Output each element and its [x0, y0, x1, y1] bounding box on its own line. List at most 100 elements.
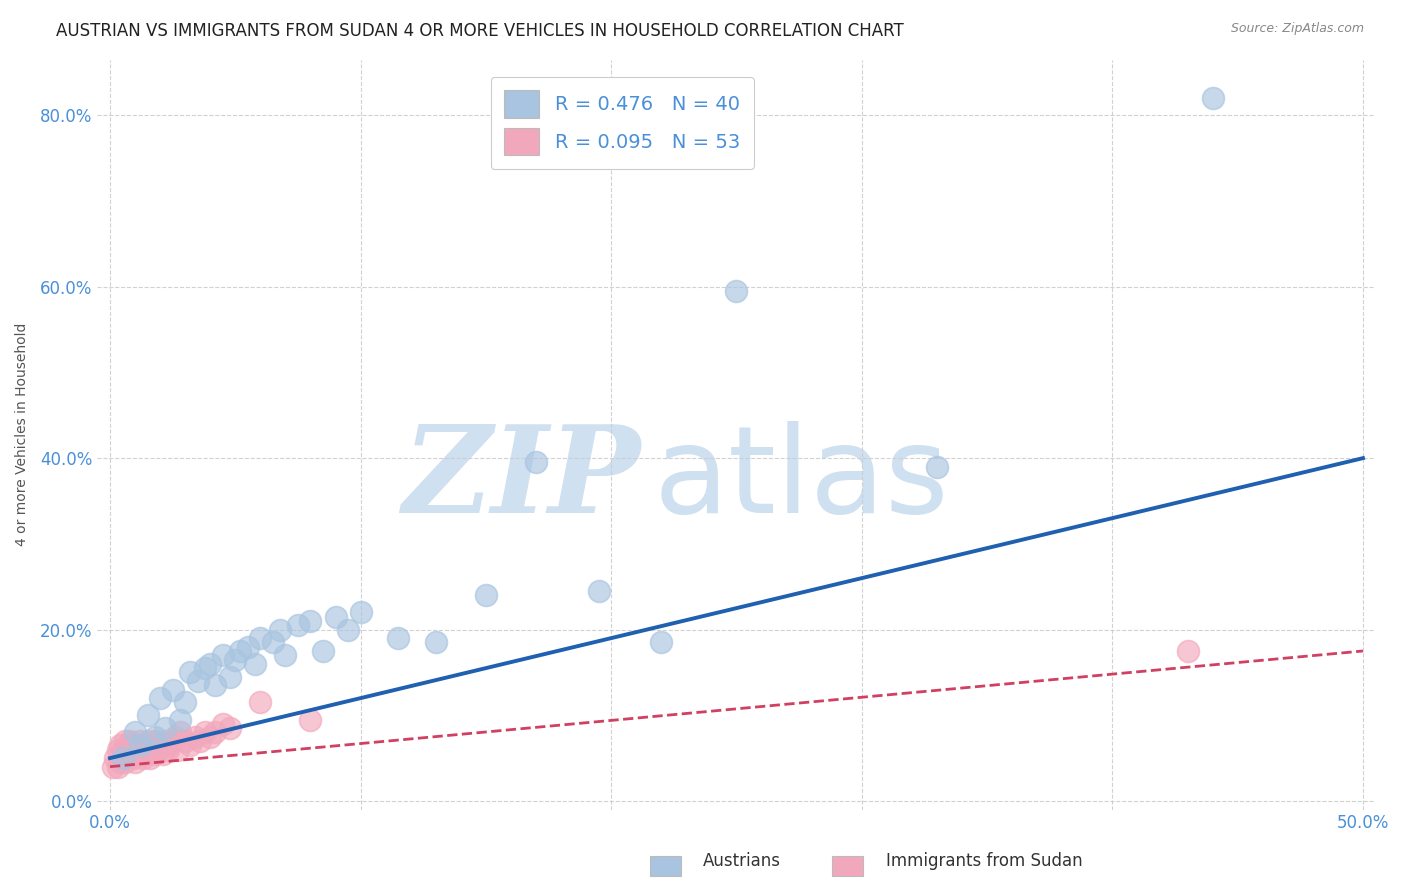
Point [107, 742, 129, 756]
Point [114, 756, 136, 770]
Point [143, 734, 166, 748]
Text: atlas: atlas [654, 421, 949, 538]
Point [118, 747, 141, 761]
Point [143, 730, 166, 744]
Point [194, 725, 217, 739]
Point [136, 708, 159, 723]
Point [159, 738, 181, 752]
Point [224, 652, 246, 666]
Point [153, 734, 176, 748]
Point [111, 742, 134, 756]
Point [349, 606, 371, 620]
Point [475, 588, 498, 602]
Point [169, 713, 191, 727]
Point [169, 725, 191, 739]
Point [211, 648, 233, 663]
Point [387, 631, 409, 645]
Point [200, 657, 222, 671]
Point [152, 747, 174, 761]
Point [121, 751, 143, 765]
Point [162, 734, 184, 748]
Legend: R = 0.476   N = 40, R = 0.095   N = 53: R = 0.476 N = 40, R = 0.095 N = 53 [491, 77, 754, 169]
Point [166, 742, 188, 756]
Point [312, 644, 335, 658]
Point [262, 635, 284, 649]
Point [117, 738, 139, 752]
Point [146, 742, 169, 756]
Point [124, 756, 146, 770]
Point [153, 721, 176, 735]
Point [114, 734, 136, 748]
Point [131, 751, 153, 765]
Point [129, 742, 152, 756]
Point [249, 695, 271, 709]
Text: Immigrants from Sudan: Immigrants from Sudan [886, 852, 1083, 870]
Point [299, 614, 322, 628]
Point [249, 631, 271, 645]
Point [111, 751, 134, 765]
Point [124, 747, 146, 761]
Point [136, 734, 159, 748]
Point [118, 734, 141, 748]
Point [142, 742, 165, 756]
Point [204, 725, 226, 739]
Point [134, 747, 156, 761]
Point [299, 713, 322, 727]
Point [124, 725, 146, 739]
Point [219, 721, 242, 735]
Point [108, 756, 131, 770]
Point [236, 640, 259, 654]
Point [156, 742, 179, 756]
Point [211, 716, 233, 731]
Point [129, 738, 152, 752]
Point [650, 635, 672, 649]
Point [129, 734, 152, 748]
Point [149, 738, 172, 752]
Point [179, 665, 201, 680]
Point [131, 738, 153, 752]
Point [524, 455, 547, 469]
Point [325, 609, 347, 624]
Point [104, 751, 127, 765]
Text: Austrians: Austrians [703, 852, 780, 870]
Point [111, 751, 134, 765]
Point [107, 760, 129, 774]
Point [165, 730, 187, 744]
Point [136, 742, 159, 756]
Point [101, 760, 124, 774]
Point [725, 284, 748, 298]
Point [425, 635, 447, 649]
Point [245, 657, 267, 671]
Point [229, 644, 252, 658]
Text: ZIP: ZIP [402, 420, 641, 539]
Point [204, 678, 226, 692]
Point [124, 738, 146, 752]
Point [588, 584, 610, 599]
Point [188, 734, 211, 748]
Point [121, 742, 143, 756]
Point [194, 661, 217, 675]
Point [337, 623, 360, 637]
Point [219, 670, 242, 684]
Point [1201, 91, 1223, 105]
Point [139, 738, 162, 752]
Point [174, 695, 197, 709]
Point [274, 648, 297, 663]
Point [1177, 644, 1199, 658]
Point [200, 730, 222, 744]
Point [287, 618, 309, 632]
Point [174, 734, 197, 748]
Point [162, 682, 184, 697]
Point [179, 738, 201, 752]
Point [108, 738, 131, 752]
Point [143, 747, 166, 761]
Point [925, 459, 948, 474]
Point [187, 673, 209, 688]
Point [269, 623, 291, 637]
Point [139, 751, 162, 765]
Point [149, 691, 172, 706]
Point [184, 730, 207, 744]
Y-axis label: 4 or more Vehicles in Household: 4 or more Vehicles in Household [15, 323, 30, 546]
Text: Source: ZipAtlas.com: Source: ZipAtlas.com [1230, 22, 1364, 36]
Text: AUSTRIAN VS IMMIGRANTS FROM SUDAN 4 OR MORE VEHICLES IN HOUSEHOLD CORRELATION CH: AUSTRIAN VS IMMIGRANTS FROM SUDAN 4 OR M… [56, 22, 904, 40]
